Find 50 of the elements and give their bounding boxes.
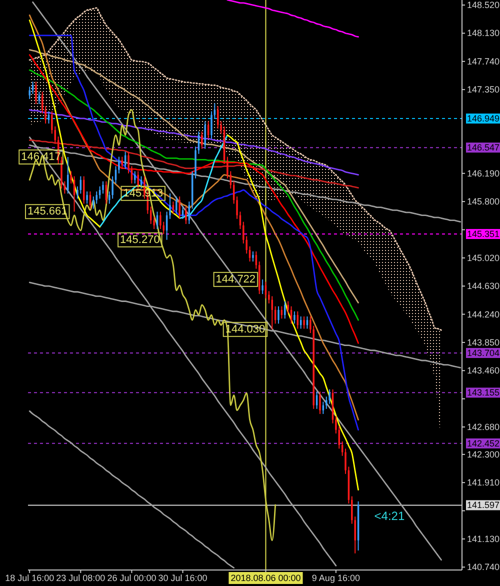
x-tick-label: 30 Jul 16:00 — [158, 573, 208, 583]
candlestick — [176, 196, 178, 214]
y-tick-label: 145.800 — [467, 196, 500, 207]
y-tick-label: 148.520 — [467, 0, 500, 10]
line-series — [28, 410, 235, 569]
candlestick — [216, 106, 219, 130]
candlestick — [32, 81, 34, 94]
candlestick — [182, 206, 184, 220]
y-tick-label: 142.680 — [467, 422, 500, 432]
candlestick — [319, 391, 321, 414]
x-tick-label: 23 Jul 08:00 — [56, 573, 106, 583]
candlestick — [201, 130, 203, 150]
candlestick — [112, 176, 114, 200]
candlestick — [303, 316, 305, 330]
y-tick-label: 141.910 — [467, 478, 500, 488]
x-tick-label: 18 Jul 16:00 — [5, 573, 54, 583]
candlestick — [294, 310, 296, 324]
candlestick — [134, 170, 136, 184]
candlestick — [35, 81, 37, 105]
y-tick-label: 142.300 — [467, 449, 500, 460]
y-tick-label: 147.350 — [467, 84, 500, 95]
y-tick-label: 140.740 — [467, 562, 500, 572]
y-tick-label: 143.460 — [467, 366, 500, 376]
candlestick — [278, 306, 280, 324]
y-tick-label: 144.630 — [467, 281, 500, 292]
x-tick-label: 9 Aug 16:00 — [312, 573, 360, 583]
candlestick — [102, 180, 104, 194]
candlestick — [86, 190, 88, 204]
candlestick — [287, 300, 289, 314]
candlestick — [185, 206, 187, 224]
candlestick — [160, 211, 162, 230]
y-tick-label: 143.850 — [467, 337, 500, 348]
candlestick — [178, 196, 180, 220]
candlestick — [70, 170, 72, 184]
candlestick — [284, 300, 286, 320]
y-tick-label: 147.740 — [467, 56, 500, 66]
candlestick — [262, 278, 264, 295]
y-tick-label: 145.020 — [467, 252, 500, 263]
y-tick-label: 146.190 — [467, 168, 500, 178]
candlestick — [28, 86, 30, 100]
candlestick — [252, 250, 254, 262]
annotation: <4:21 — [374, 508, 405, 523]
y-tick-label: 144.240 — [467, 309, 500, 320]
y-tick-label: 148.130 — [467, 28, 500, 38]
candlestick — [67, 156, 69, 194]
y-tick-label: 141.130 — [467, 534, 500, 544]
line-series — [226, 0, 359, 38]
candlestick — [137, 170, 139, 190]
candlestick — [204, 120, 206, 150]
x-tick-label: 26 Jul 00:00 — [107, 573, 156, 583]
